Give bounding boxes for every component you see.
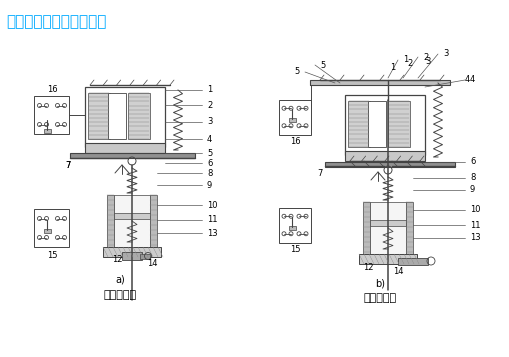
Bar <box>405 202 412 254</box>
Bar <box>289 226 295 230</box>
Bar <box>278 207 310 242</box>
Text: 6: 6 <box>469 157 474 166</box>
Text: 5: 5 <box>207 149 212 157</box>
Bar <box>347 101 369 147</box>
Text: 2: 2 <box>207 101 212 110</box>
Text: 5: 5 <box>319 60 325 70</box>
Bar <box>108 93 126 139</box>
Bar <box>35 96 69 134</box>
Text: 3: 3 <box>207 117 212 126</box>
Text: 5: 5 <box>294 67 299 76</box>
Bar <box>344 95 424 155</box>
Text: 8: 8 <box>207 169 212 177</box>
Text: 14: 14 <box>147 258 157 267</box>
Text: 8: 8 <box>469 174 474 182</box>
Bar <box>324 162 454 167</box>
Text: 16: 16 <box>47 85 57 95</box>
Bar <box>289 118 295 122</box>
Text: 12: 12 <box>362 262 373 272</box>
Bar <box>122 252 142 260</box>
Bar <box>44 129 51 133</box>
Bar <box>397 258 427 265</box>
Bar <box>362 202 369 254</box>
Text: 10: 10 <box>469 206 479 215</box>
Text: 2: 2 <box>422 52 428 61</box>
Bar <box>107 195 114 247</box>
Text: 1: 1 <box>389 62 395 71</box>
Text: 16: 16 <box>289 137 300 146</box>
Text: 1: 1 <box>402 55 407 65</box>
Bar <box>140 254 150 259</box>
Text: 通电延时型: 通电延时型 <box>103 290 136 300</box>
Text: 4: 4 <box>464 75 469 85</box>
Bar <box>367 101 385 147</box>
Text: 9: 9 <box>469 186 474 195</box>
Bar <box>150 195 157 247</box>
Bar <box>35 209 69 247</box>
Text: 11: 11 <box>207 216 217 225</box>
Bar <box>358 254 416 264</box>
Text: 9: 9 <box>207 181 212 190</box>
Text: 时间继电器结构图如下：: 时间继电器结构图如下： <box>6 14 106 29</box>
Bar <box>85 143 165 153</box>
Text: 4: 4 <box>469 75 474 85</box>
Text: 断电延时型: 断电延时型 <box>363 293 396 303</box>
Text: b): b) <box>374 278 384 288</box>
Bar <box>103 247 161 257</box>
Bar <box>114 195 150 247</box>
Text: 13: 13 <box>207 228 217 237</box>
Text: 2: 2 <box>407 60 412 69</box>
Bar <box>369 202 405 254</box>
Bar <box>70 153 194 158</box>
Text: 15: 15 <box>47 251 57 260</box>
Text: 12: 12 <box>111 256 122 265</box>
Bar <box>278 100 310 135</box>
Text: 4: 4 <box>207 135 212 144</box>
Text: 14: 14 <box>392 267 403 277</box>
Text: 10: 10 <box>207 201 217 210</box>
Bar <box>85 87 165 147</box>
Text: 7: 7 <box>65 161 71 170</box>
Text: 15: 15 <box>289 246 300 255</box>
Text: 3: 3 <box>425 56 430 65</box>
Bar <box>44 229 51 233</box>
Text: 1: 1 <box>207 85 212 95</box>
Bar <box>369 220 405 226</box>
Bar <box>128 93 150 139</box>
Text: 13: 13 <box>469 233 479 242</box>
Text: a): a) <box>115 275 125 285</box>
Text: 7: 7 <box>65 161 71 170</box>
Text: 3: 3 <box>442 50 447 59</box>
Bar <box>309 80 449 85</box>
Bar <box>344 151 424 161</box>
Text: 7: 7 <box>317 169 322 177</box>
Text: 6: 6 <box>207 159 212 167</box>
Bar <box>114 213 150 219</box>
Bar <box>387 101 409 147</box>
Text: 11: 11 <box>469 221 479 230</box>
Bar <box>88 93 110 139</box>
